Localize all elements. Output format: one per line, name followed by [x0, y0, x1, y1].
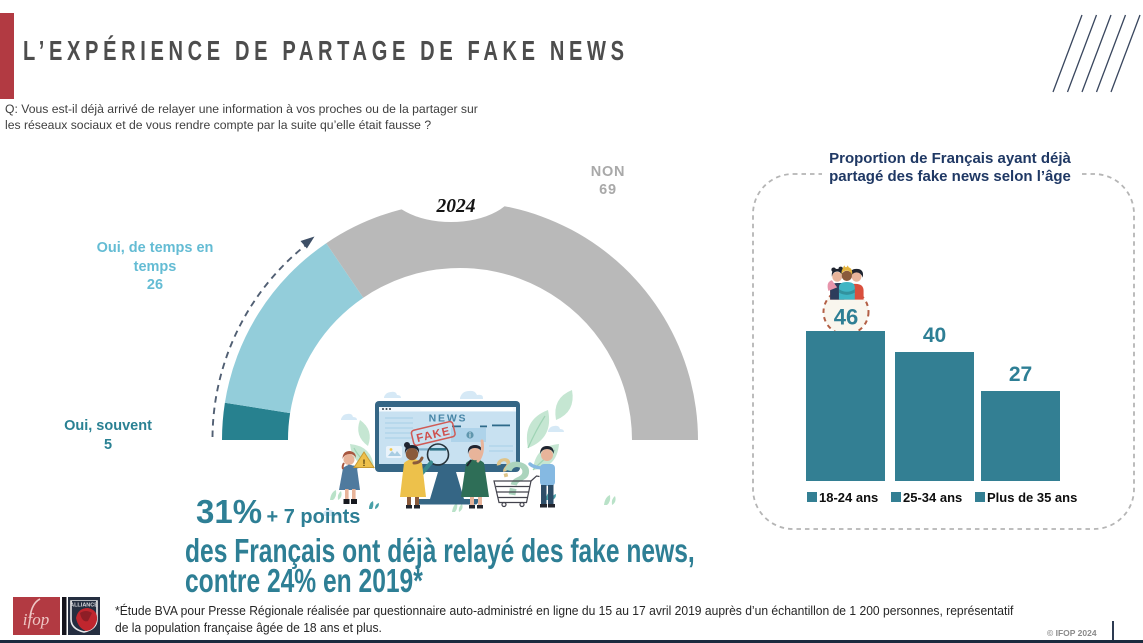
svg-text:?: ?	[493, 451, 516, 484]
svg-text:ALLIANCE: ALLIANCE	[70, 603, 98, 609]
svg-text:!: !	[363, 458, 366, 468]
svg-text:NEWS: NEWS	[429, 413, 468, 425]
svg-text:i: i	[469, 433, 471, 440]
svg-text:ifop: ifop	[23, 610, 49, 629]
svg-text:46: 46	[834, 305, 858, 330]
